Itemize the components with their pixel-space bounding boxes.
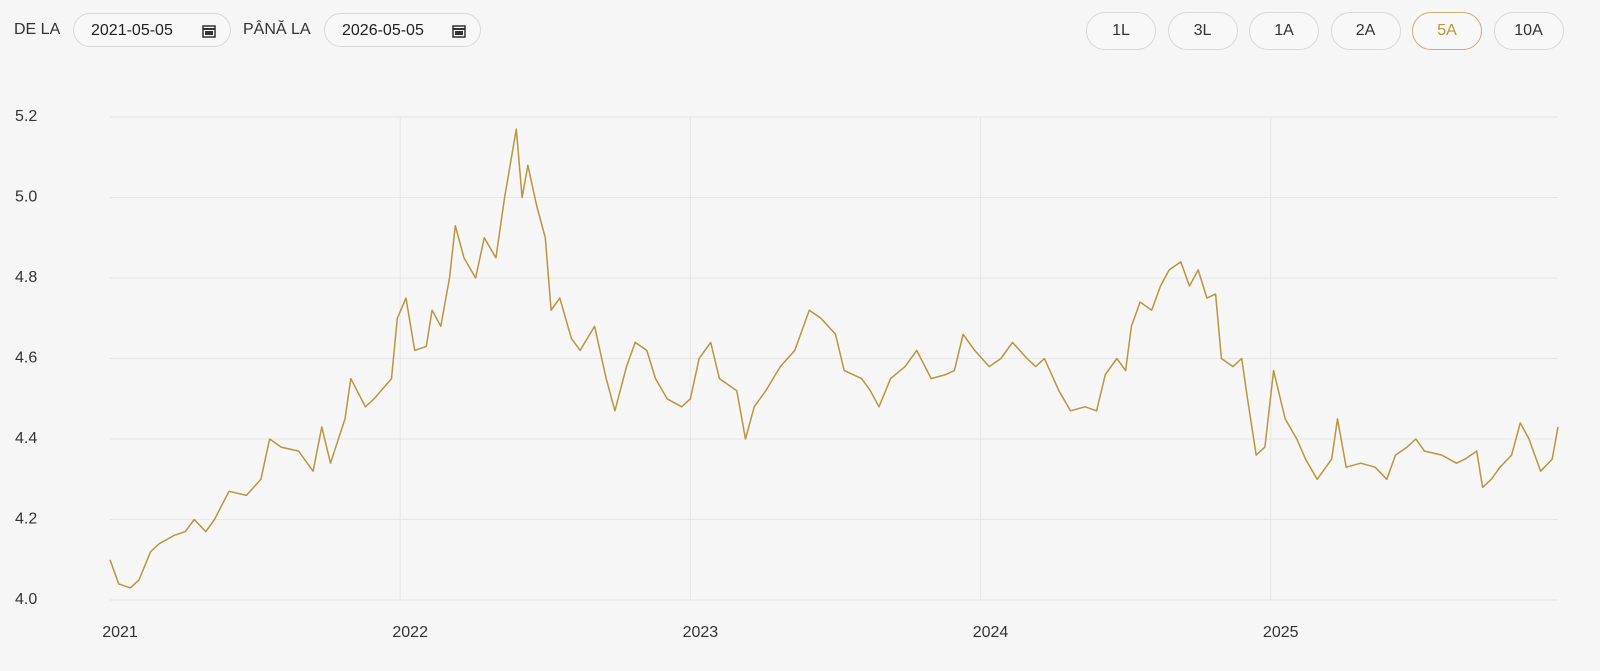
x-tick-label: 2024 (973, 624, 1009, 641)
calendar-icon (452, 25, 466, 38)
to-label: PÂNĂ LA (243, 21, 311, 38)
range-button[interactable]: 1A (1249, 12, 1319, 50)
to-date-text: 2026-05-05 (342, 22, 424, 39)
range-button[interactable]: 2A (1330, 12, 1401, 50)
y-tick-label: 4.8 (15, 269, 37, 286)
range-button[interactable]: 10A (1493, 12, 1564, 50)
x-tick-label: 2023 (683, 624, 719, 641)
toolbar: DE LA 2021-05-05 PÂNĂ LA 2026-05-05 1L 3L… (0, 0, 1600, 62)
calendar-icon (202, 25, 216, 38)
y-tick-label: 5.0 (15, 189, 37, 206)
y-tick-label: 4.6 (15, 350, 37, 367)
price-line (109, 128, 1559, 589)
from-date[interactable]: 2021-05-05 (73, 13, 231, 47)
from-date-text: 2021-05-05 (91, 22, 173, 39)
y-tick-label: 4.0 (15, 591, 37, 608)
y-tick-label: 5.2 (15, 108, 37, 125)
x-tick-label: 2025 (1263, 624, 1299, 641)
to-date[interactable]: 2026-05-05 (324, 13, 481, 47)
x-tick-label: 2021 (102, 624, 138, 641)
y-tick-label: 4.2 (15, 511, 37, 528)
from-label: DE LA (14, 21, 61, 38)
x-tick-label: 2022 (392, 624, 428, 641)
range-button[interactable]: 1L (1086, 12, 1156, 50)
range-button[interactable]: 3L (1167, 12, 1238, 50)
y-tick-label: 4.4 (15, 430, 37, 447)
range-button[interactable]: 5A (1412, 12, 1482, 50)
